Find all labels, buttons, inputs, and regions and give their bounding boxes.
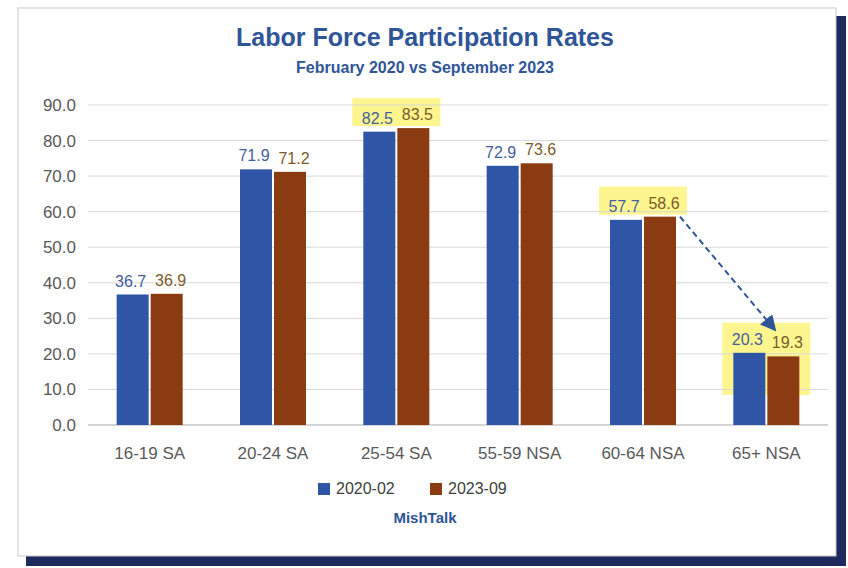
chart-svg: Labor Force Participation Rates February … bbox=[0, 0, 848, 568]
x-tick-label: 65+ NSA bbox=[732, 444, 801, 463]
data-label: 58.6 bbox=[648, 195, 679, 212]
x-axis-line bbox=[88, 425, 828, 426]
y-tick-label: 80.0 bbox=[43, 132, 76, 151]
grid-line bbox=[88, 318, 828, 319]
x-tick-label: 20-24 SA bbox=[238, 444, 310, 463]
bar bbox=[487, 166, 519, 425]
bar bbox=[274, 172, 306, 425]
data-label: 57.7 bbox=[608, 198, 639, 215]
y-tick-label: 60.0 bbox=[43, 203, 76, 222]
source: MishTalk bbox=[393, 509, 457, 526]
grid-line bbox=[88, 247, 828, 248]
grid-line bbox=[88, 176, 828, 177]
bar bbox=[363, 132, 395, 425]
legend-swatch bbox=[318, 483, 330, 495]
grid bbox=[88, 105, 828, 425]
title: Labor Force Participation Rates bbox=[236, 23, 614, 51]
y-tick-label: 50.0 bbox=[43, 238, 76, 257]
grid-line bbox=[88, 282, 828, 283]
bar bbox=[117, 295, 149, 425]
arrow bbox=[680, 217, 775, 331]
data-label: 73.6 bbox=[525, 141, 556, 158]
bar bbox=[397, 128, 429, 425]
x-tick-label: 55-59 NSA bbox=[478, 444, 562, 463]
bar bbox=[521, 163, 553, 425]
data-label: 71.2 bbox=[278, 150, 309, 167]
data-label: 36.7 bbox=[115, 273, 146, 290]
grid-line bbox=[88, 353, 828, 354]
bar bbox=[644, 217, 676, 425]
highlight bbox=[599, 187, 687, 215]
y-tick-label: 20.0 bbox=[43, 345, 76, 364]
y-tick-label: 10.0 bbox=[43, 380, 76, 399]
grid-line bbox=[88, 211, 828, 212]
legend-label: 2023-09 bbox=[448, 480, 507, 497]
data-label: 72.9 bbox=[485, 144, 516, 161]
legend: 2020-02 2023-09 bbox=[318, 480, 507, 497]
bar bbox=[240, 169, 272, 425]
legend-label: 2020-02 bbox=[336, 480, 395, 497]
bar bbox=[767, 356, 799, 425]
data-label: 19.3 bbox=[772, 334, 803, 351]
y-tick-label: 90.0 bbox=[43, 96, 76, 115]
x-tick-label: 60-64 NSA bbox=[601, 444, 685, 463]
y-tick-label: 30.0 bbox=[43, 309, 76, 328]
data-label: 82.5 bbox=[362, 110, 393, 127]
data-label: 36.9 bbox=[155, 272, 186, 289]
bar bbox=[610, 220, 642, 425]
highlight bbox=[352, 98, 440, 126]
bars bbox=[117, 128, 800, 425]
data-label: 71.9 bbox=[238, 147, 269, 164]
grid-line bbox=[88, 105, 828, 106]
grid-line bbox=[88, 389, 828, 390]
y-tick-label: 40.0 bbox=[43, 274, 76, 293]
bar bbox=[733, 353, 765, 425]
legend-swatch bbox=[430, 483, 442, 495]
subtitle: February 2020 vs September 2023 bbox=[296, 59, 554, 76]
x-tick-label: 25-54 SA bbox=[361, 444, 433, 463]
bar bbox=[151, 294, 183, 425]
y-tick-label: 70.0 bbox=[43, 167, 76, 186]
grid-line bbox=[88, 140, 828, 141]
data-label: 20.3 bbox=[732, 331, 763, 348]
data-label: 83.5 bbox=[402, 106, 433, 123]
x-tick-label: 16-19 SA bbox=[114, 444, 186, 463]
frame bbox=[18, 8, 836, 556]
grid-line bbox=[88, 425, 828, 426]
y-tick-label: 0.0 bbox=[52, 416, 76, 435]
